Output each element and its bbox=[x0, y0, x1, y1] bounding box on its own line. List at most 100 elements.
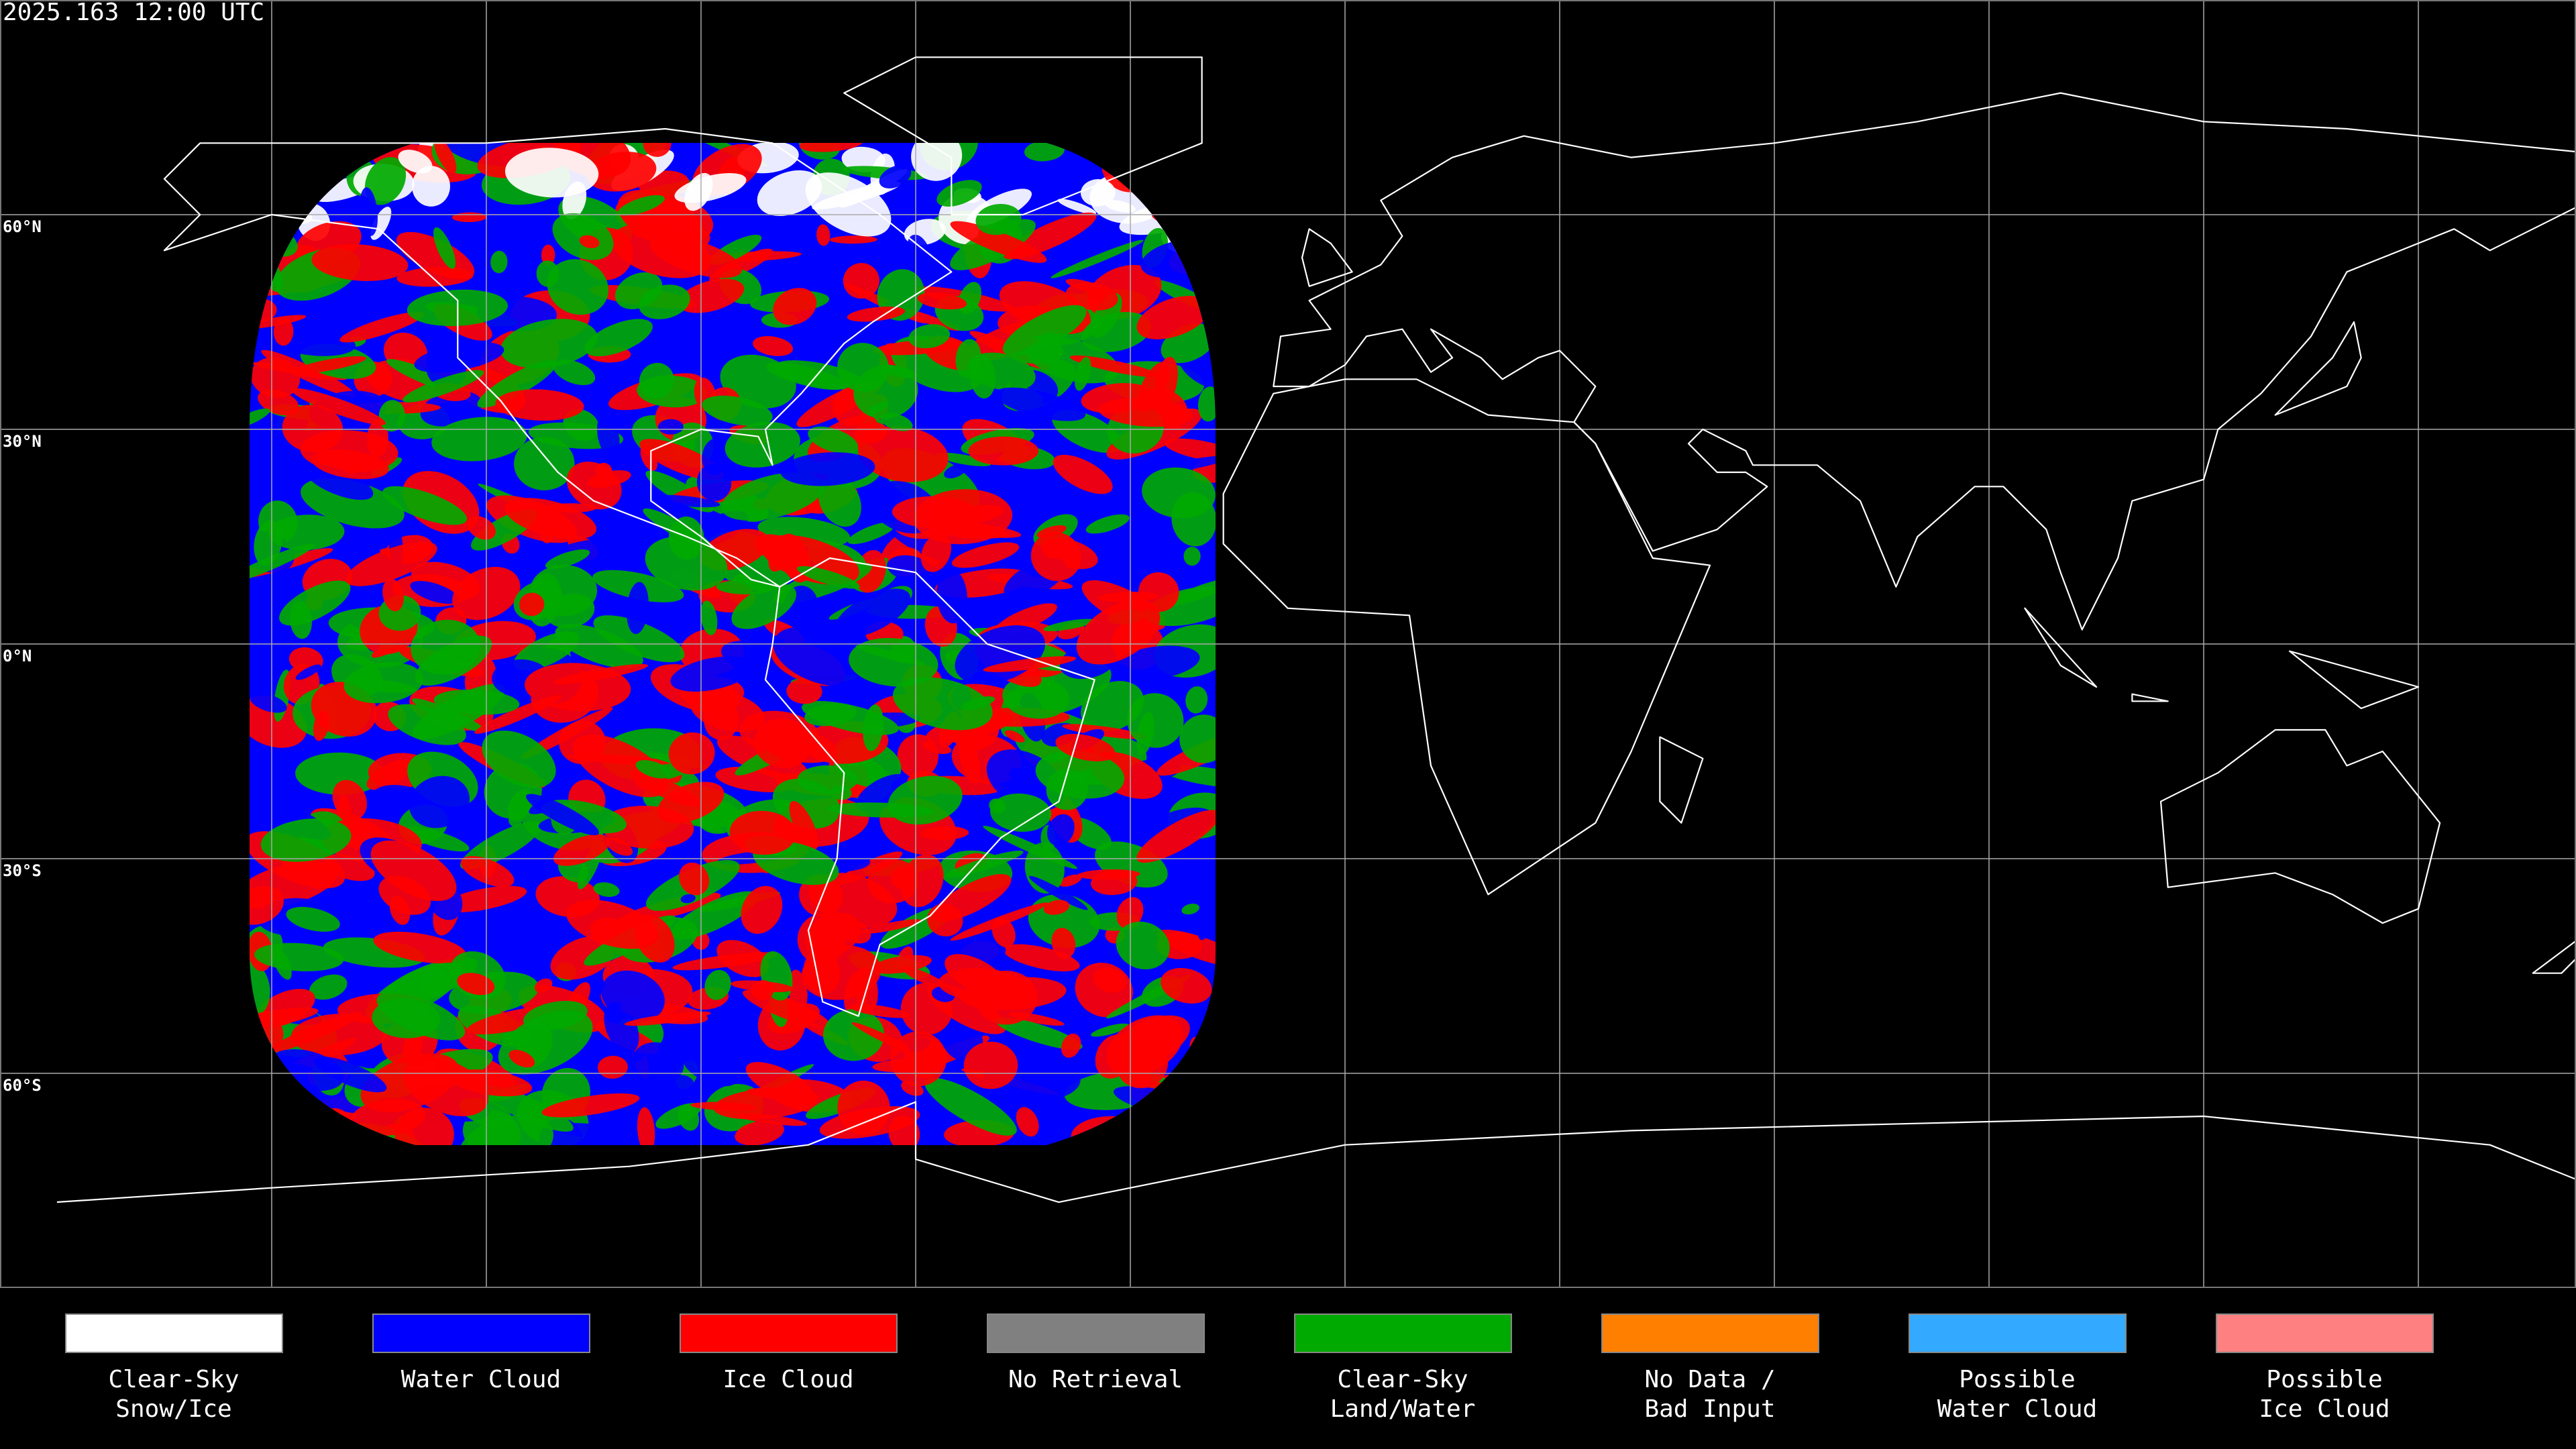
cloud-patch bbox=[773, 627, 867, 687]
cloud-patch bbox=[1002, 305, 1087, 356]
cloud-patch bbox=[431, 417, 527, 462]
cloud-patch bbox=[250, 692, 287, 713]
cloud-patch bbox=[729, 810, 796, 855]
legend-label: Clear-Sky bbox=[108, 1366, 239, 1393]
cloud-patch bbox=[847, 522, 896, 545]
cloud-patch bbox=[843, 263, 879, 299]
cloud-patch bbox=[920, 533, 951, 572]
cloud-patch bbox=[668, 732, 715, 775]
cloud-patch bbox=[624, 1011, 711, 1026]
cloud-patch bbox=[1009, 767, 1026, 781]
cloud-patch bbox=[545, 593, 595, 629]
cloud-patch bbox=[1046, 814, 1075, 847]
legend-swatch bbox=[65, 1313, 283, 1353]
cloud-patch bbox=[741, 885, 783, 934]
cloud-patch bbox=[1059, 874, 1082, 887]
cloud-patch bbox=[936, 569, 967, 624]
cloud-patch bbox=[276, 330, 356, 356]
cloud-patch bbox=[504, 148, 599, 198]
cloud-patch bbox=[816, 224, 830, 246]
cloud-patch bbox=[924, 1077, 1017, 1136]
cloud-patch bbox=[593, 882, 620, 897]
cloud-patch bbox=[593, 615, 685, 663]
cloud-patch bbox=[822, 1009, 885, 1061]
cloud-patch bbox=[545, 503, 597, 513]
cloud-patch bbox=[1112, 1015, 1190, 1066]
cloud-patch bbox=[553, 360, 596, 386]
cloud-patch bbox=[482, 731, 556, 788]
cloud-patch bbox=[414, 341, 504, 373]
cloud-patch bbox=[849, 1004, 910, 1018]
cloud-patch bbox=[856, 773, 910, 812]
cloud-patch bbox=[664, 708, 691, 723]
cloud-patch bbox=[751, 980, 774, 1000]
cloud-patch bbox=[1164, 438, 1216, 462]
cloud-patch bbox=[596, 414, 620, 458]
cloud-patch bbox=[301, 478, 405, 529]
cloud-patch bbox=[309, 974, 347, 1000]
cloud-patch bbox=[704, 969, 731, 1000]
cloud-patch bbox=[911, 143, 963, 181]
cloud-patch bbox=[411, 166, 451, 207]
cloud-patch bbox=[702, 395, 773, 426]
cloud-patch bbox=[950, 221, 1047, 263]
cloud-patch bbox=[1081, 312, 1152, 352]
cloud-patch bbox=[639, 284, 690, 319]
cloud-patch bbox=[1116, 921, 1170, 969]
cloud-patch bbox=[1055, 733, 1116, 761]
cloud-patch bbox=[917, 292, 967, 310]
cloud-patch bbox=[1043, 900, 1070, 915]
cloud-patch bbox=[605, 837, 633, 856]
cloud-patch bbox=[958, 734, 980, 784]
cloud-patch bbox=[360, 187, 378, 236]
cloud-patch bbox=[786, 678, 822, 704]
cloud-patch bbox=[963, 1041, 1018, 1089]
cloud-patch bbox=[983, 825, 1077, 869]
cloud-patch bbox=[495, 389, 584, 421]
cloud-patch bbox=[1112, 645, 1200, 680]
legend-label: No Data / bbox=[1644, 1366, 1775, 1393]
cloud-patch bbox=[434, 143, 457, 174]
cloud-patch bbox=[366, 759, 413, 790]
legend-swatch bbox=[680, 1313, 898, 1353]
cloud-patch bbox=[772, 778, 841, 829]
legend-label: Land/Water bbox=[1330, 1395, 1476, 1423]
cloud-patch bbox=[268, 1012, 362, 1053]
cloud-patch bbox=[1085, 514, 1130, 534]
cloud-patch bbox=[721, 472, 825, 521]
cloud-patch bbox=[799, 143, 864, 152]
legend-swatch bbox=[1294, 1313, 1512, 1353]
cloud-patch bbox=[1142, 467, 1216, 519]
cloud-patch bbox=[250, 885, 284, 925]
cloud-patch bbox=[290, 1014, 388, 1056]
cloud-patch bbox=[345, 541, 437, 586]
cloud-patch bbox=[682, 1049, 739, 1087]
legend-label: Possible bbox=[2266, 1366, 2382, 1393]
cloud-patch bbox=[830, 786, 852, 800]
cloud-patch bbox=[797, 566, 860, 589]
cloud-patch bbox=[951, 542, 1020, 568]
cloud-patch bbox=[291, 388, 386, 425]
cloud-patch bbox=[292, 356, 366, 374]
cloud-patch bbox=[853, 422, 888, 444]
cloud-patch bbox=[968, 436, 1039, 466]
cloud-patch bbox=[1080, 178, 1116, 207]
satellite-disk bbox=[250, 143, 1216, 1145]
cloud-patch bbox=[282, 405, 343, 453]
cloud-patch bbox=[863, 704, 884, 751]
cloud-patch bbox=[994, 387, 1086, 421]
cloud-patch bbox=[398, 150, 433, 174]
cloud-patch bbox=[519, 592, 545, 616]
cloud-patch bbox=[837, 851, 903, 884]
legend-label: Possible bbox=[1959, 1366, 2075, 1393]
cloud-patch bbox=[339, 311, 425, 343]
cloud-patch bbox=[804, 912, 861, 957]
cloud-patch bbox=[1183, 547, 1201, 566]
cloud-patch bbox=[1057, 199, 1096, 215]
cloud-patch bbox=[1157, 929, 1216, 967]
cloud-patch bbox=[1136, 810, 1216, 863]
cloud-patch bbox=[555, 624, 643, 669]
cloud-patch bbox=[1069, 355, 1159, 378]
cloud-patch bbox=[990, 793, 1051, 832]
